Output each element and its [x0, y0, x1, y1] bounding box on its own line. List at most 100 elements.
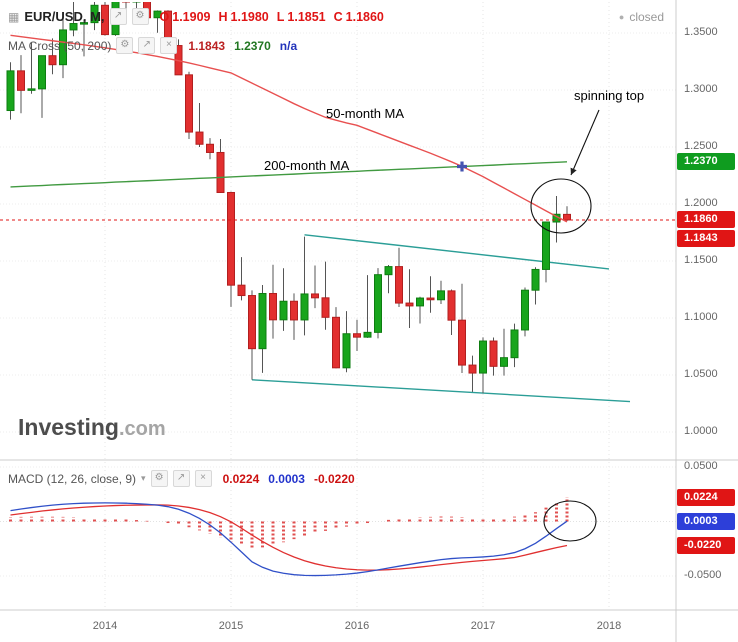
brand-text: Investing — [18, 414, 119, 440]
ma-cross-label[interactable]: MA Cross (50, 200) — [8, 38, 112, 53]
candle-body — [195, 131, 204, 145]
candle-body — [80, 22, 88, 25]
candle-body — [353, 333, 361, 338]
open-value: 1.1909 — [172, 9, 211, 24]
candle-body — [311, 293, 319, 299]
expand-icon[interactable]: ↗ — [172, 470, 190, 487]
settings-icon[interactable]: ⚙ — [131, 8, 149, 25]
price-tick: 1.3000 — [684, 83, 718, 95]
candle-body — [468, 364, 477, 374]
macd-signal-value: -0.0220 — [313, 471, 355, 486]
candle-body — [269, 292, 277, 321]
open-label: O — [159, 9, 170, 24]
candle-body — [500, 357, 508, 367]
candle-body — [132, 2, 141, 3]
macd-label[interactable]: MACD (12, 26, close, 9) — [8, 471, 137, 486]
symbol-toolbar: ▦ EUR/USD, M, ↗ ⚙ O 1.1909 H 1.1980 L 1.185… — [8, 8, 384, 25]
candle-body — [48, 55, 57, 66]
candle-body — [153, 10, 162, 19]
ma200-value: 1.2370 — [234, 38, 271, 53]
candle-body — [206, 143, 214, 153]
expand-icon[interactable]: ↗ — [109, 8, 127, 25]
axis-badge: 1.1860 — [677, 211, 735, 229]
axis-badge: 1.1843 — [677, 230, 735, 248]
candle-body — [426, 297, 435, 301]
macd-highlight-circle — [543, 500, 597, 542]
candle-body — [384, 266, 393, 276]
close-icon[interactable]: × — [194, 470, 212, 487]
status-label: closed — [629, 10, 664, 24]
price-tick: 1.0500 — [684, 368, 718, 380]
year-tick: 2015 — [218, 620, 244, 632]
settings-icon[interactable]: ⚙ — [116, 37, 134, 54]
price-tick: 1.1500 — [684, 254, 718, 266]
cross-value: n/a — [279, 38, 298, 53]
spinning-top-circle — [530, 178, 592, 234]
macd-tick: 0.0500 — [684, 460, 718, 472]
candle-body — [227, 191, 235, 286]
ma-cross-row: MA Cross (50, 200) ⚙ ↗ × 1.1843 1.2370 n… — [8, 37, 297, 54]
candle-body — [521, 289, 529, 331]
candle-body — [237, 284, 246, 297]
ma-cross-values: 1.1843 1.2370 n/a — [188, 39, 297, 53]
candle-body — [342, 333, 351, 369]
candle-body — [290, 300, 298, 321]
price-axis[interactable]: 1.3500 1.3000 1.2500 1.2000 1.1500 1.1000 1.05… — [676, 0, 738, 642]
spinning-top-arrow — [570, 109, 600, 176]
candle-body — [185, 74, 193, 133]
brand-tld: .com — [118, 418, 166, 440]
candle-body — [248, 295, 256, 350]
candle-body — [374, 274, 382, 333]
axis-badge: 0.0003 — [677, 512, 735, 530]
axis-badge: -0.0220 — [677, 536, 735, 554]
candle-body — [563, 213, 571, 221]
price-tick: 1.2500 — [684, 140, 718, 152]
candle-body — [542, 221, 550, 270]
ma200-annotation: 200-month MA — [264, 158, 350, 173]
close-label: C — [333, 9, 343, 24]
instrument-menu-icon[interactable]: ▦ — [8, 9, 20, 24]
candle-body — [489, 340, 498, 367]
candle-body — [395, 266, 403, 304]
50-month-ma — [10, 34, 568, 223]
price-tick: 1.2000 — [684, 197, 718, 209]
candle-body — [216, 151, 225, 193]
candle-body — [300, 293, 309, 321]
high-label: H — [218, 9, 228, 24]
settings-icon[interactable]: ⚙ — [150, 470, 168, 487]
macd-tick: -0.0500 — [684, 569, 722, 581]
low-value: 1.1851 — [287, 9, 326, 24]
macd-row: MACD (12, 26, close, 9) ▾ ⚙ ↗ × 0.0224 0… — [8, 470, 355, 487]
candle-body — [38, 55, 46, 90]
candle-body — [437, 290, 445, 301]
year-tick: 2017 — [470, 620, 496, 632]
candle-body — [332, 316, 340, 369]
macd-signal-line — [10, 504, 568, 571]
investing-logo: Investing.com — [18, 414, 166, 441]
axis-badge: 1.2370 — [677, 153, 735, 171]
macd-values: 0.0224 0.0003 -0.0220 — [223, 472, 355, 486]
candle-body — [27, 88, 36, 91]
time-axis[interactable]: 2014 2015 2016 2017 2018 — [0, 612, 676, 642]
main-pane — [0, 2, 676, 433]
symbol-title[interactable]: EUR/USD, M, — [24, 9, 105, 24]
price-tick: 1.1000 — [684, 311, 718, 323]
axis-badge: 0.0224 — [677, 488, 735, 506]
ma-cross-marker — [457, 161, 467, 172]
market-status: ● closed — [619, 10, 664, 24]
candle-body — [258, 292, 267, 350]
chevron-down-icon[interactable]: ▾ — [141, 473, 146, 483]
year-tick: 2016 — [344, 620, 370, 632]
candles-layer — [6, 2, 571, 394]
status-dot-icon: ● — [618, 12, 625, 22]
close-icon[interactable]: × — [160, 37, 178, 54]
macd-line — [10, 502, 568, 577]
ohlc-readout: O 1.1909 H 1.1980 L 1.1851 C 1.1860 — [160, 10, 384, 24]
candle-body — [458, 319, 466, 366]
candle-body — [510, 329, 519, 359]
trendline-upper — [304, 234, 610, 270]
candle-body — [279, 300, 288, 321]
expand-icon[interactable]: ↗ — [138, 37, 156, 54]
